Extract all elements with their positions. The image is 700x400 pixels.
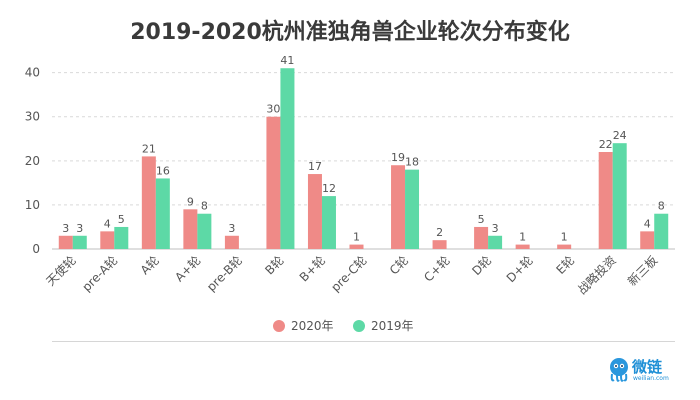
data-label: 17 xyxy=(308,160,322,173)
data-label: 3 xyxy=(492,222,499,235)
bar xyxy=(515,244,530,249)
y-axis-ticks: 0 10 20 30 40 xyxy=(25,66,40,256)
bar xyxy=(654,213,669,249)
bar xyxy=(114,226,129,249)
bar xyxy=(405,169,420,249)
data-label: 18 xyxy=(405,156,419,169)
data-label: 4 xyxy=(644,217,651,230)
bar xyxy=(432,240,447,249)
bar xyxy=(141,156,156,249)
bar xyxy=(321,196,336,249)
data-label: 1 xyxy=(519,231,526,244)
data-label: 1 xyxy=(561,231,568,244)
data-label: 24 xyxy=(613,129,627,142)
bar xyxy=(349,244,364,249)
bar xyxy=(183,209,198,249)
data-label: 3 xyxy=(228,222,235,235)
bars xyxy=(58,68,669,250)
bar xyxy=(197,213,212,249)
x-tick-label: pre-B轮 xyxy=(204,253,245,294)
data-label: 21 xyxy=(142,142,156,155)
y-tick-label: 0 xyxy=(32,242,40,256)
mascot-icon xyxy=(610,358,628,382)
data-label: 16 xyxy=(156,164,170,177)
y-tick-label: 30 xyxy=(25,110,40,124)
data-label: 30 xyxy=(266,103,280,116)
bar xyxy=(391,165,406,249)
x-tick-label: pre-C轮 xyxy=(328,253,369,294)
bar xyxy=(640,231,655,249)
bar xyxy=(612,143,627,249)
logo-wordmark: 微链 xyxy=(632,358,663,376)
bar xyxy=(598,152,613,249)
bar xyxy=(224,235,239,249)
x-tick-label: A轮 xyxy=(138,253,162,277)
legend-marker xyxy=(353,320,365,332)
x-axis-ticks: 天使轮 pre-A轮 A轮 A+轮 pre-B轮 B轮 B+轮 pre-C轮 C轮 C+轮 D轮 D+… xyxy=(43,253,661,298)
data-label: 9 xyxy=(187,195,194,208)
data-label: 8 xyxy=(201,200,208,213)
data-label: 5 xyxy=(118,213,125,226)
bar xyxy=(488,235,503,249)
data-label: 1 xyxy=(353,231,360,244)
x-tick-label: A+轮 xyxy=(172,253,203,284)
x-tick-label: B轮 xyxy=(262,253,286,277)
legend-label: 2019年 xyxy=(371,319,414,333)
bar xyxy=(100,231,115,249)
bar xyxy=(266,116,281,250)
weilian-logo: 微链 weilian.com xyxy=(608,356,674,386)
y-tick-label: 10 xyxy=(25,198,40,212)
data-label: 5 xyxy=(478,213,485,226)
data-label: 8 xyxy=(658,200,665,213)
bar xyxy=(557,244,572,249)
bar xyxy=(72,235,87,249)
x-tick-label: C+轮 xyxy=(421,253,452,284)
chart-title: 2019-2020杭州准独角兽企业轮次分布变化 xyxy=(130,20,570,45)
data-label: 3 xyxy=(76,222,83,235)
data-label: 22 xyxy=(599,138,613,151)
x-tick-label: 新三板 xyxy=(624,253,660,289)
x-tick-label: 战略投资 xyxy=(574,253,619,298)
data-label: 3 xyxy=(62,222,69,235)
bar xyxy=(58,235,73,249)
x-tick-label: pre-A轮 xyxy=(79,253,120,294)
bar xyxy=(474,226,489,249)
legend: 2020年 2019年 xyxy=(273,319,414,333)
bar xyxy=(280,68,295,250)
y-tick-label: 40 xyxy=(25,66,40,80)
y-tick-label: 20 xyxy=(25,154,40,168)
data-label: 19 xyxy=(391,151,405,164)
x-tick-label: D轮 xyxy=(469,253,494,278)
data-label: 2 xyxy=(436,226,443,239)
bar xyxy=(307,174,322,249)
data-label: 41 xyxy=(280,54,294,67)
legend-label: 2020年 xyxy=(291,319,334,333)
x-tick-label: D+轮 xyxy=(504,253,536,285)
bar xyxy=(155,178,170,249)
data-label: 4 xyxy=(104,217,111,230)
x-tick-label: E轮 xyxy=(554,253,578,277)
x-tick-label: C轮 xyxy=(387,253,411,277)
x-tick-label: 天使轮 xyxy=(43,253,79,289)
bottom-divider xyxy=(52,341,675,342)
logo-domain: weilian.com xyxy=(633,375,669,382)
x-tick-label: B+轮 xyxy=(297,253,328,284)
legend-marker xyxy=(273,320,285,332)
data-label: 12 xyxy=(322,182,336,195)
